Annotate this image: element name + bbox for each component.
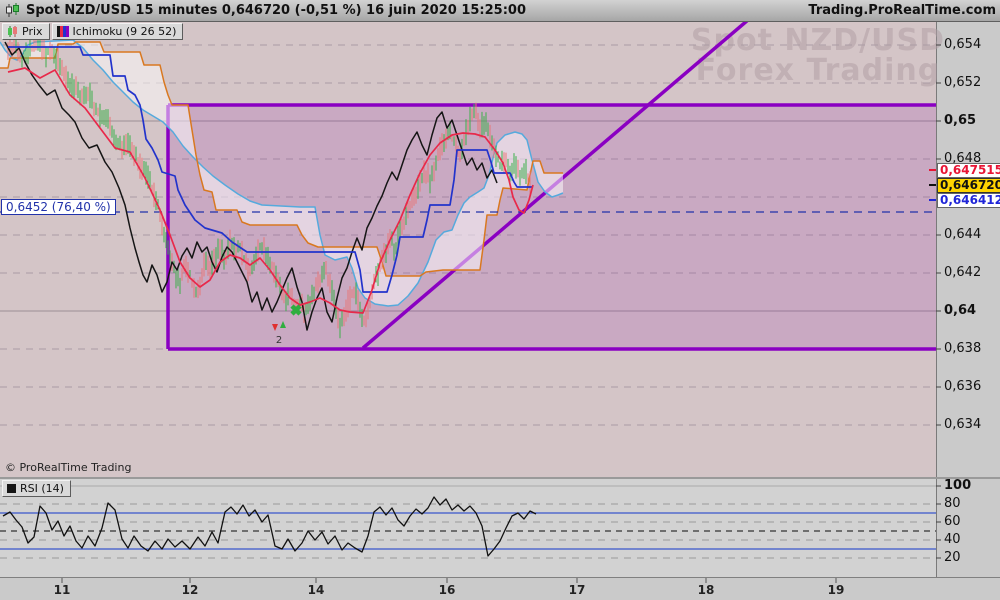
price-marker-yellow: 0,646720 [937, 178, 1000, 193]
title-bar: Spot NZD/USD 15 minutes 0,646720 (-0,51 … [0, 0, 1000, 22]
price-axis-label: 0,644 [944, 227, 982, 242]
main-chart-canvas[interactable] [0, 22, 936, 478]
legend-row: Prix Ichimoku (9 26 52) [2, 23, 184, 40]
price-axis-label: 0,636 [944, 379, 982, 394]
price-axis-label: 0,64 [944, 303, 977, 318]
time-axis-label: 16 [438, 583, 456, 597]
brand-link[interactable]: Trading.ProRealTime.com [808, 3, 996, 18]
rsi-axis-label: 20 [944, 550, 961, 565]
price-axis-label: 0,648 [944, 151, 982, 166]
time-axis-label: 19 [827, 583, 845, 597]
rsi-axis-label: 80 [944, 496, 961, 511]
rsi-panel-canvas[interactable] [0, 479, 936, 578]
time-axis-label: 18 [697, 583, 715, 597]
time-axis-label: 12 [181, 583, 199, 597]
price-series-icon [8, 26, 17, 37]
watermark: Spot NZD/USD Forex Trading [691, 26, 945, 86]
rsi-legend-row: RSI (14) [2, 480, 71, 497]
copyright-text: © ProRealTime Trading [5, 461, 132, 474]
rsi-legend-badge[interactable]: RSI (14) [2, 480, 71, 497]
price-legend-label: Prix [22, 25, 43, 38]
ichimoku-legend-badge[interactable]: Ichimoku (9 26 52) [51, 23, 184, 40]
rsi-axis-label: 40 [944, 532, 961, 547]
price-axis-panel[interactable] [936, 22, 1000, 578]
panel-separator[interactable] [0, 477, 1000, 479]
rsi-icon [7, 484, 16, 493]
price-axis-label: 0,634 [944, 417, 982, 432]
fib-level-label[interactable]: 0,6452 (76,40 %) [1, 199, 116, 215]
chart-title-group: Spot NZD/USD 15 minutes 0,646720 (-0,51 … [5, 3, 526, 18]
price-axis-label: 0,642 [944, 265, 982, 280]
rsi-axis-label: 100 [944, 478, 972, 493]
candlestick-icon [6, 3, 19, 17]
price-marker-red: 0,647515 [937, 163, 1000, 178]
price-axis-label: 0,638 [944, 341, 982, 356]
time-axis-panel[interactable] [0, 578, 1000, 600]
price-axis-label: 0,65 [944, 113, 977, 128]
axis-separator [0, 577, 1000, 578]
ichimoku-legend-label: Ichimoku (9 26 52) [72, 25, 177, 38]
watermark-line2: Forex Trading [695, 53, 941, 88]
price-marker-blue: 0,646412 [937, 193, 1000, 208]
time-axis-label: 17 [568, 583, 586, 597]
time-axis-label: 11 [53, 583, 71, 597]
chart-title: Spot NZD/USD 15 minutes 0,646720 (-0,51 … [26, 3, 526, 18]
price-legend-badge[interactable]: Prix [2, 23, 50, 40]
price-axis-label: 0,654 [944, 37, 982, 52]
price-axis-label: 0,652 [944, 75, 982, 90]
rsi-axis-label: 60 [944, 514, 961, 529]
ichimoku-icon [56, 26, 69, 37]
time-axis-label: 14 [307, 583, 325, 597]
watermark-line1: Spot NZD/USD [690, 23, 945, 58]
rsi-legend-label: RSI (14) [20, 482, 64, 495]
